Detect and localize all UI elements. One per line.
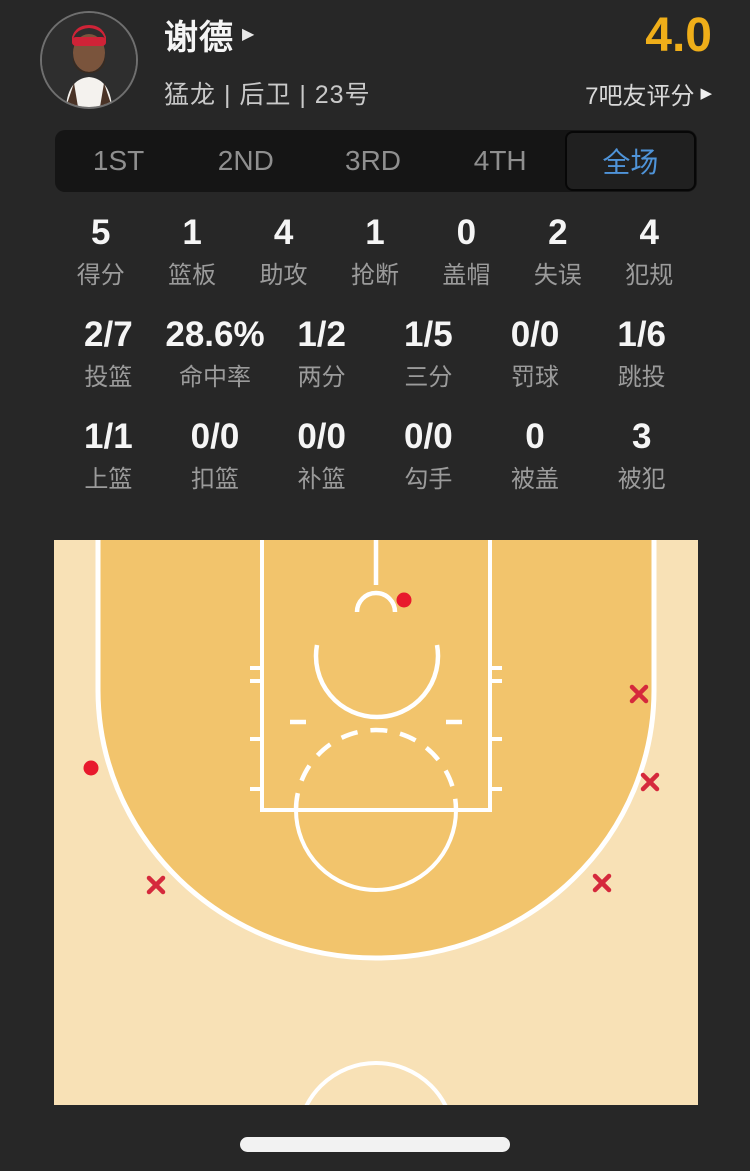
court-inner-area [98, 540, 654, 958]
stat-被盖: 0 被盖 [482, 416, 589, 496]
player-name-text: 谢德 [164, 18, 234, 57]
stat-label: 抢断 [350, 262, 399, 289]
stat-label: 盖帽 [442, 262, 491, 289]
stat-label: 得分 [76, 262, 125, 289]
stat-label: 两分 [297, 364, 346, 391]
tab-2ND[interactable]: 2ND [217, 145, 274, 176]
player-header: 谢德 ▶ 猛龙 | 后卫 | 23号 4.0 7吧友评分 ▶ [0, 0, 750, 111]
stat-label: 被盖 [511, 466, 560, 493]
stat-label: 三分 [404, 364, 453, 391]
missed-shot-marker [146, 875, 166, 895]
stat-value: 0/0 [297, 417, 346, 456]
stat-投篮: 2/7 投篮 [55, 314, 162, 394]
stat-value: 4 [273, 213, 294, 252]
made-shot-marker [396, 592, 412, 608]
half-court-drawing [54, 540, 698, 1171]
stat-value: 28.6% [165, 315, 265, 354]
stat-label: 上篮 [84, 466, 133, 493]
stat-命中率: 28.6% 命中率 [162, 314, 269, 394]
tab-1ST[interactable]: 1ST [92, 145, 145, 176]
stat-value: 2 [548, 213, 568, 252]
lane-tick-marks [250, 666, 502, 791]
stat-value: 1 [182, 213, 202, 252]
stat-两分: 1/2 两分 [268, 314, 375, 394]
rating-source-text: 7吧友评分 [585, 82, 695, 110]
quarter-tab-bar: 1ST 2ND 3RD 4TH 全场 [55, 130, 697, 192]
stat-row-shooting: 2/7 投篮 28.6% 命中率 1/2 两分 1/5 三分 0/0 罚球 1/6 跳投 [0, 314, 750, 394]
stat-label: 命中率 [179, 364, 251, 391]
stat-失误: 2 失误 [512, 212, 603, 292]
stat-value: 0/0 [404, 417, 453, 456]
stat-label: 篮板 [168, 262, 217, 289]
stat-value: 0/0 [510, 315, 560, 354]
three-point-line [95, 540, 657, 961]
tab-4TH[interactable]: 4TH [473, 145, 527, 176]
player-photo [42, 13, 136, 107]
stat-row-shot-types: 1/1 上篮 0/0 扣篮 0/0 补篮 0/0 勾手 0 被盖 3 被犯 [0, 416, 750, 496]
stat-value: 3 [631, 417, 652, 456]
stat-label: 投篮 [84, 364, 133, 391]
rating-block: 4.0 7吧友评分 ▶ [585, 8, 712, 111]
stat-三分: 1/5 三分 [375, 314, 482, 394]
stat-value: 1 [365, 213, 385, 252]
missed-shot-marker [592, 873, 612, 893]
stat-value: 1/6 [617, 315, 667, 354]
shot-marker-layer [83, 592, 660, 895]
rating-source-link[interactable]: 7吧友评分 ▶ [585, 76, 712, 111]
stat-value: 1/1 [84, 417, 133, 456]
stat-label: 罚球 [511, 364, 560, 391]
stat-补篮: 0/0 补篮 [268, 416, 375, 496]
stat-label: 补篮 [297, 466, 346, 493]
free-throw-circle-solid [294, 809, 458, 892]
stat-value: 4 [639, 213, 659, 252]
stat-value: 0 [525, 417, 545, 456]
stat-犯规: 4 犯规 [604, 212, 695, 292]
name-arrow-icon: ▶ [242, 26, 256, 43]
missed-shot-marker [640, 772, 660, 792]
stat-篮板: 1 篮板 [146, 212, 237, 292]
rating-arrow-icon: ▶ [700, 85, 712, 102]
player-meta: 猛龙 | 后卫 | 23号 [164, 80, 371, 109]
restricted-area-arc [313, 644, 441, 720]
stat-value: 1/5 [404, 315, 453, 354]
stat-label: 助攻 [259, 262, 308, 289]
stat-label: 失误 [533, 262, 582, 289]
stat-row-basic: 5 得分 1 篮板 4 助攻 1 抢断 0 盖帽 2 失误 4 犯规 [0, 212, 750, 292]
rim-arc [354, 590, 398, 613]
stat-助攻: 4 助攻 [238, 212, 329, 292]
stat-被犯: 3 被犯 [588, 416, 695, 496]
free-throw-circle-dashed [293, 727, 459, 811]
stat-label: 犯规 [625, 262, 674, 289]
made-shot-marker [83, 760, 99, 776]
stat-扣篮: 0/0 扣篮 [162, 416, 269, 496]
tab-3RD[interactable]: 3RD [345, 145, 402, 176]
stats-section: 5 得分 1 篮板 4 助攻 1 抢断 0 盖帽 2 失误 4 犯规 2/7 投篮 28.6% 命中率 1/2 两分… [0, 212, 750, 496]
stat-label: 勾手 [404, 466, 453, 493]
stat-value: 0 [456, 213, 477, 252]
stat-跳投: 1/6 跳投 [588, 314, 695, 394]
stat-得分: 5 得分 [55, 212, 146, 292]
stat-value: 2/7 [84, 315, 133, 354]
missed-shot-marker [629, 684, 649, 704]
home-indicator[interactable] [240, 1137, 510, 1152]
stat-value: 1/2 [297, 315, 346, 354]
stat-label: 被犯 [617, 466, 666, 493]
player-avatar[interactable] [40, 11, 138, 109]
player-name[interactable]: 谢德 ▶ [164, 10, 585, 59]
stat-盖帽: 0 盖帽 [421, 212, 512, 292]
stat-抢断: 1 抢断 [329, 212, 420, 292]
tab-全场[interactable]: 全场 [564, 131, 697, 191]
shot-chart[interactable] [54, 540, 698, 1171]
stat-value: 5 [90, 213, 111, 252]
stat-罚球: 0/0 罚球 [482, 314, 589, 394]
stat-value: 0/0 [190, 417, 240, 456]
paint-lane-lines [260, 540, 492, 812]
stat-label: 跳投 [617, 364, 666, 391]
stat-上篮: 1/1 上篮 [55, 416, 162, 496]
stat-勾手: 0/0 勾手 [375, 416, 482, 496]
stat-label: 扣篮 [191, 466, 239, 493]
rating-value: 4.0 [645, 8, 712, 62]
